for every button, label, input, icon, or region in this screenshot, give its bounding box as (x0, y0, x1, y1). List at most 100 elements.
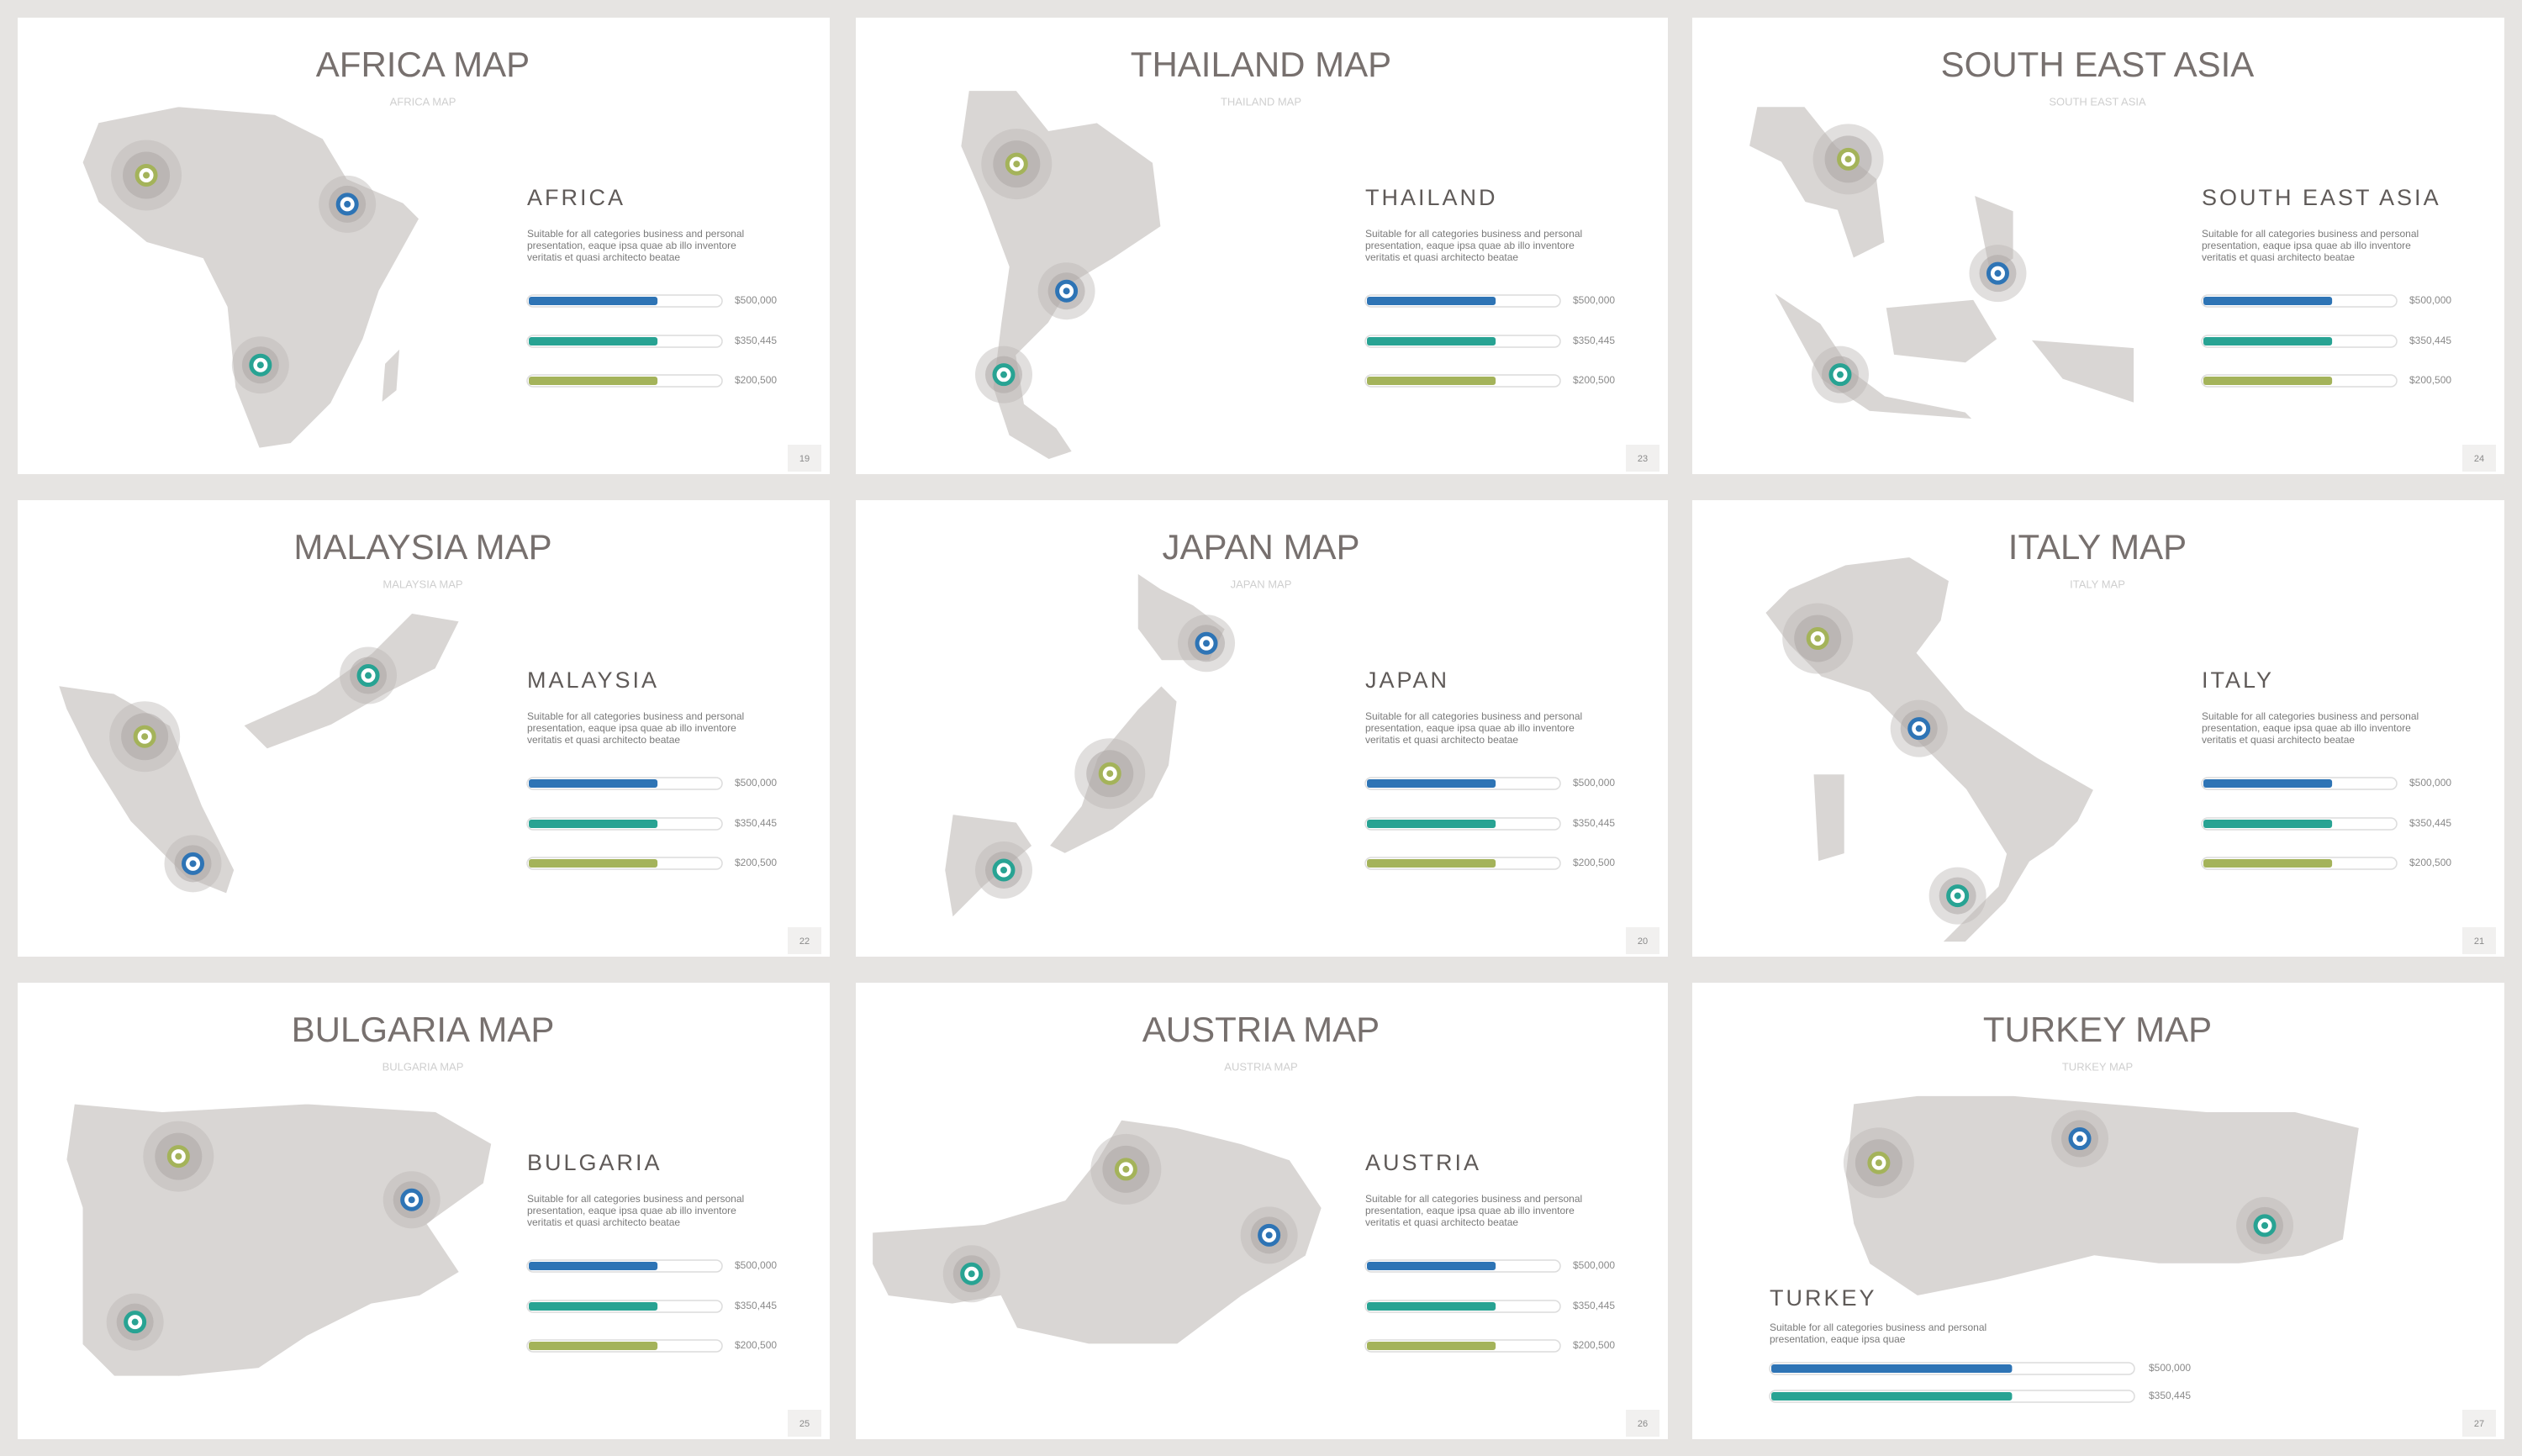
description-line: Suitable for all categories business and… (1365, 1193, 1582, 1205)
description-line: veritatis et quasi architecto beatae (2202, 734, 2355, 746)
description-line: veritatis et quasi architecto beatae (1365, 734, 1518, 746)
section-heading: JAPAN (1365, 667, 1449, 693)
bar-label: $200,500 (735, 1339, 777, 1351)
bar-label: $350,445 (2149, 1390, 2191, 1401)
page-number: 20 (1638, 936, 1648, 947)
bar-label: $200,500 (2409, 374, 2451, 386)
slide-title: SOUTH EAST ASIA (1941, 45, 2255, 84)
slide-subtitle: JAPAN MAP (1231, 578, 1292, 590)
progress-fill (2203, 297, 2333, 305)
page-number-box (2462, 445, 2496, 472)
bar-label: $500,000 (1573, 777, 1615, 789)
slide-background (18, 18, 830, 474)
section-heading: TURKEY (1770, 1285, 1877, 1311)
slide: AUSTRIA MAP AUSTRIA MAP AUSTRIA Suitable fo… (856, 983, 1668, 1439)
map-region (2028, 338, 2136, 405)
bar-label: $200,500 (1573, 1339, 1615, 1351)
bar-label: $350,445 (1573, 817, 1615, 829)
description-line: Suitable for all categories business and… (527, 1193, 744, 1205)
slide: AFRICA MAP AFRICA MAP AFRICA Suitable for a… (18, 18, 830, 474)
description-line: presentation, eaque ipsa quae ab illo in… (1365, 722, 1575, 734)
slide-title: ITALY MAP (2008, 527, 2187, 567)
description-line: veritatis et quasi architecto beatae (1365, 1216, 1518, 1228)
pin-core (1875, 1159, 1882, 1167)
description-line: Suitable for all categories business and… (1770, 1321, 1986, 1333)
description-line: presentation, eaque ipsa quae ab illo in… (2202, 722, 2411, 734)
progress-fill (529, 1342, 658, 1350)
progress-fill (1771, 1364, 2013, 1373)
progress-fill (2203, 859, 2333, 868)
bar-label: $200,500 (2409, 857, 2451, 868)
description-line: presentation, eaque ipsa quae ab illo in… (527, 1205, 736, 1216)
section-heading: MALAYSIA (527, 667, 659, 693)
progress-fill (1367, 1342, 1496, 1350)
description-line: veritatis et quasi architecto beatae (2202, 251, 2355, 263)
map-region (380, 345, 402, 406)
slide-background (1692, 18, 2504, 474)
slide-subtitle: SOUTH EAST ASIA (2049, 95, 2146, 108)
page-number-box (2462, 927, 2496, 954)
bar-label: $350,445 (735, 335, 777, 346)
pin-core (141, 733, 149, 741)
slide-subtitle: AFRICA MAP (390, 95, 456, 108)
progress-fill (1367, 377, 1496, 385)
slide-subtitle: THAILAND MAP (1221, 95, 1301, 108)
pin-core (344, 200, 351, 208)
slide: TURKEY MAP TURKEY MAP TURKEY Suitable for a… (1692, 983, 2504, 1439)
page-number-box (1626, 927, 1659, 954)
progress-fill (1367, 859, 1496, 868)
bar-label: $200,500 (735, 374, 777, 386)
progress-fill (529, 297, 658, 305)
pin-core (1814, 635, 1822, 642)
description-line: presentation, eaque ipsa quae ab illo in… (527, 722, 736, 734)
map-region (871, 1118, 1323, 1346)
description-line: Suitable for all categories business and… (1365, 710, 1582, 722)
bar-label: $200,500 (1573, 857, 1615, 868)
slide-title: BULGARIA MAP (292, 1010, 555, 1049)
pin-core (968, 1270, 975, 1278)
pin-core (1915, 725, 1923, 732)
bar-label: $500,000 (2149, 1362, 2191, 1374)
pin-core (1203, 640, 1211, 647)
description-line: Suitable for all categories business and… (527, 228, 744, 240)
slide: THAILAND MAP THAILAND MAP THAILAND Suitable… (856, 18, 1668, 474)
bar-label: $500,000 (1573, 294, 1615, 306)
bar-label: $350,445 (735, 1300, 777, 1311)
bar-label: $500,000 (735, 777, 777, 789)
progress-fill (1367, 337, 1496, 346)
map-region (1972, 193, 2015, 277)
bar-label: $350,445 (735, 817, 777, 829)
map-region (1884, 298, 1999, 365)
pin-core (1122, 1165, 1130, 1173)
bar-label: $200,500 (735, 857, 777, 868)
pin-core (1954, 892, 1961, 899)
pin-core (1994, 270, 2002, 277)
progress-fill (529, 377, 658, 385)
bar-label: $350,445 (1573, 1300, 1615, 1311)
page-number-box (788, 927, 821, 954)
page-number: 23 (1638, 454, 1648, 464)
slide: SOUTH EAST ASIA SOUTH EAST ASIA SOUTH EAST… (1692, 18, 2504, 474)
page-number-box (1626, 445, 1659, 472)
section-heading: AUSTRIA (1365, 1150, 1481, 1175)
slide-title: TURKEY MAP (1983, 1010, 2212, 1049)
bar-label: $500,000 (2409, 294, 2451, 306)
progress-fill (1367, 1302, 1496, 1311)
progress-fill (2203, 779, 2333, 788)
pin-core (1265, 1232, 1273, 1239)
pin-core (1013, 161, 1021, 168)
pin-core (189, 860, 197, 868)
page-number: 27 (2474, 1419, 2484, 1429)
bar-label: $350,445 (2409, 817, 2451, 829)
progress-fill (529, 859, 658, 868)
section-heading: THAILAND (1365, 185, 1498, 210)
slide-subtitle: BULGARIA MAP (383, 1060, 464, 1073)
pin-core (131, 1318, 139, 1326)
slide-title: AUSTRIA MAP (1142, 1010, 1380, 1049)
section-heading: AFRICA (527, 185, 625, 210)
bar-label: $500,000 (735, 1259, 777, 1271)
progress-fill (529, 337, 658, 346)
description-line: presentation, eaque ipsa quae ab illo in… (527, 240, 736, 251)
page-number: 19 (799, 454, 810, 464)
